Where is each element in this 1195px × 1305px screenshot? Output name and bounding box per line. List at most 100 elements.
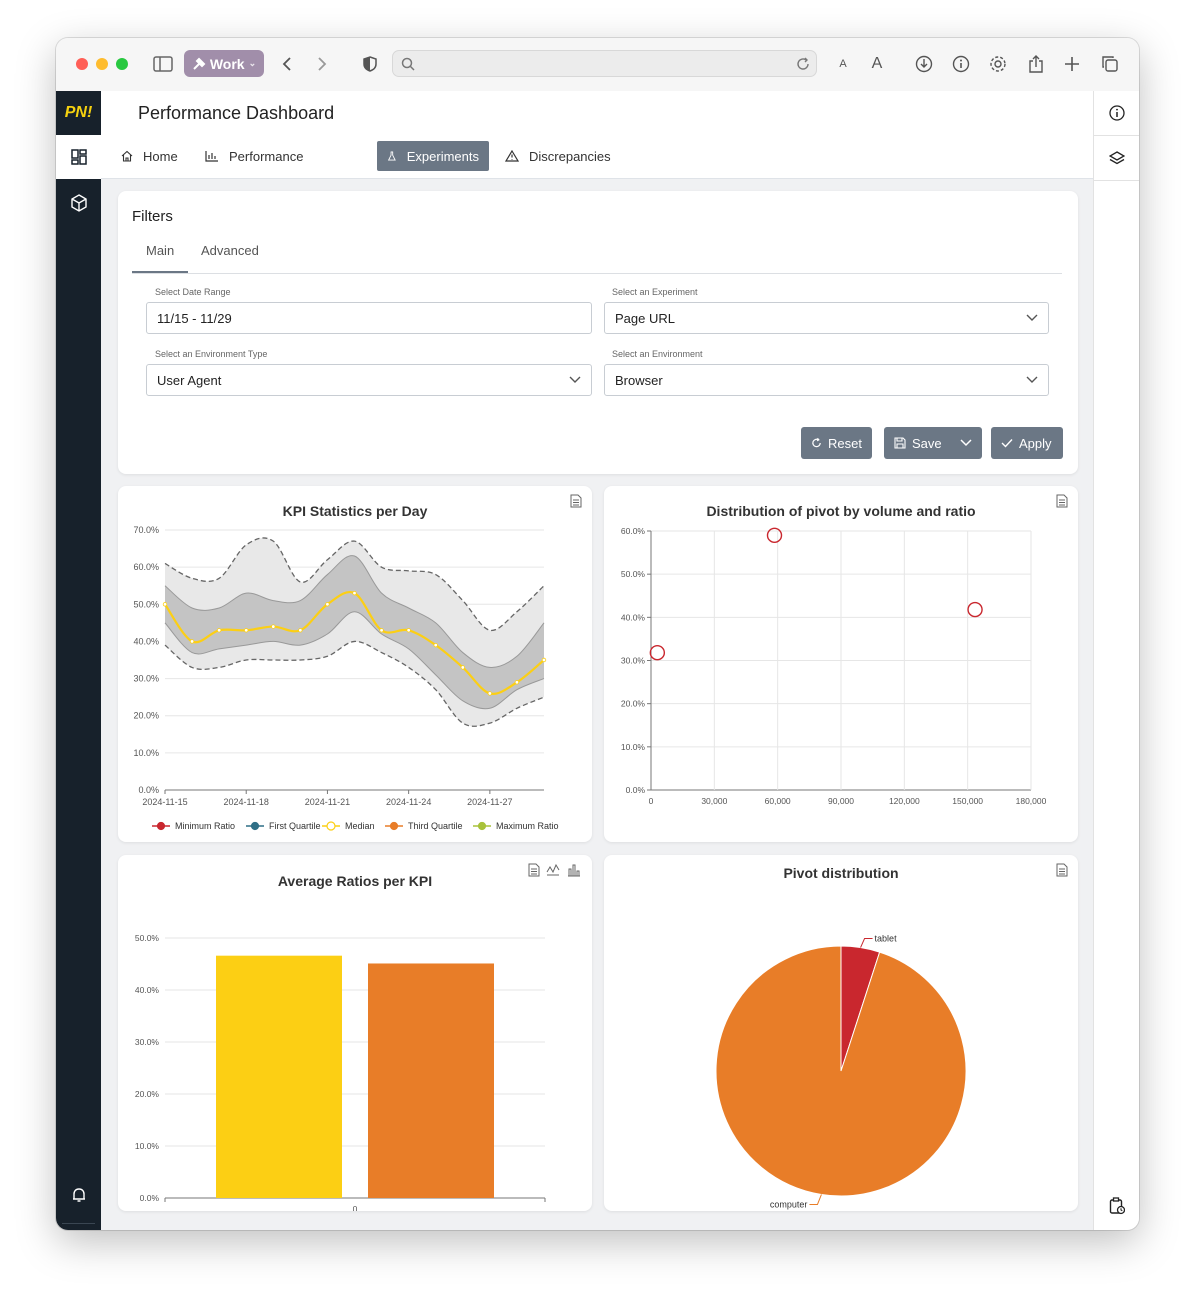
close-window-icon[interactable] bbox=[76, 58, 88, 70]
kpi-median-point bbox=[433, 642, 438, 648]
nav-experiments-label: Experiments bbox=[406, 148, 479, 164]
info-panel-button[interactable] bbox=[1094, 91, 1139, 136]
scatter-ytick-label: 20.0% bbox=[621, 699, 646, 709]
line-chart-switch-icon[interactable] bbox=[546, 863, 560, 877]
warning-icon bbox=[505, 150, 519, 162]
sidebar-item-notifications[interactable] bbox=[56, 1180, 101, 1210]
bar-chart-switch-icon[interactable] bbox=[567, 863, 581, 877]
environment-select[interactable]: Browser bbox=[604, 364, 1049, 396]
kpi-xtick-label: 2024-11-21 bbox=[305, 797, 350, 807]
scatter-ytick-label: 0.0% bbox=[626, 785, 646, 795]
scatter-ytick-label: 30.0% bbox=[621, 656, 646, 666]
save-icon bbox=[894, 437, 906, 449]
chevron-down-icon bbox=[569, 376, 581, 383]
profile-label: Work bbox=[209, 55, 245, 72]
pie-label-computer: computer bbox=[770, 1199, 808, 1209]
sidebar-toggle-icon[interactable] bbox=[151, 52, 175, 76]
scatter-point bbox=[967, 601, 983, 618]
scatter-ytick-label: 60.0% bbox=[621, 526, 646, 536]
bar-chart-title: Average Ratios per KPI bbox=[277, 873, 433, 889]
minimize-window-icon[interactable] bbox=[96, 58, 108, 70]
sidebar-divider bbox=[62, 1223, 95, 1224]
data-view-icon[interactable] bbox=[1055, 494, 1069, 508]
gear-icon[interactable] bbox=[986, 52, 1010, 76]
data-view-icon[interactable] bbox=[527, 863, 541, 877]
nav-experiments[interactable]: Experiments bbox=[377, 141, 489, 171]
nav-home[interactable]: Home bbox=[111, 141, 188, 171]
pie-label-tablet: tablet bbox=[875, 934, 898, 944]
scatter-chart-card: Distribution of pivot by volume and rati… bbox=[604, 486, 1078, 842]
back-icon[interactable] bbox=[275, 52, 299, 76]
info-icon[interactable] bbox=[949, 52, 973, 76]
scatter-xtick-label: 90,000 bbox=[828, 796, 854, 806]
tabs-overview-icon[interactable] bbox=[1098, 52, 1122, 76]
kpi-median-point bbox=[460, 665, 465, 670]
kpi-ytick-label: 70.0% bbox=[133, 525, 159, 535]
nav-performance-label: Performance bbox=[229, 148, 304, 164]
app-header: Performance Dashboard bbox=[101, 91, 1093, 136]
scatter-xtick-label: 120,000 bbox=[889, 796, 920, 806]
sidebar-item-dashboard[interactable] bbox=[56, 135, 101, 179]
kpi-xtick-label: 2024-11-18 bbox=[224, 797, 269, 807]
forward-icon[interactable] bbox=[310, 52, 334, 76]
kpi-series-third-quartile-line bbox=[164, 555, 545, 668]
data-view-icon[interactable] bbox=[1055, 863, 1069, 877]
shield-icon[interactable] bbox=[358, 52, 382, 76]
filters-card: Filters Main Advanced Select Date Range … bbox=[118, 191, 1078, 474]
clipboard-clock-icon[interactable] bbox=[1109, 1197, 1126, 1220]
layers-panel-button[interactable] bbox=[1094, 136, 1139, 181]
experiment-select[interactable]: Page URL bbox=[604, 302, 1049, 334]
new-tab-icon[interactable] bbox=[1060, 52, 1084, 76]
scatter-xtick-label: 0 bbox=[649, 796, 654, 806]
download-icon[interactable] bbox=[912, 52, 936, 76]
scatter-point bbox=[649, 645, 666, 661]
chevron-down-icon bbox=[1026, 314, 1038, 321]
zoom-window-icon[interactable] bbox=[116, 58, 128, 70]
sidebar-item-account[interactable] bbox=[56, 1225, 101, 1230]
pie-label-leader-computer bbox=[809, 1194, 822, 1205]
nav-performance[interactable]: Performance bbox=[195, 141, 313, 171]
scatter-xtick-label: 60,000 bbox=[765, 796, 791, 806]
scatter-point bbox=[766, 527, 783, 544]
scatter-chart-title: Distribution of pivot by volume and rati… bbox=[706, 503, 976, 519]
env-type-select[interactable]: User Agent bbox=[146, 364, 592, 396]
kpi-median-point bbox=[271, 624, 276, 629]
reset-label: Reset bbox=[828, 435, 862, 451]
scatter-xtick-label: 180,000 bbox=[1016, 796, 1047, 806]
chevron-down-icon: ⌄ bbox=[248, 58, 257, 68]
right-panel bbox=[1093, 91, 1139, 1230]
kpi-line-chart: 70.0% 60.0% 50.0% 40.0% 30.0% 20.0% 10.0% 0.0% 2… bbox=[133, 525, 558, 831]
data-view-icon[interactable] bbox=[569, 494, 583, 508]
app-logo[interactable]: PN! bbox=[64, 104, 93, 121]
kpi-ytick-label: 60.0% bbox=[133, 562, 159, 572]
tab-advanced[interactable]: Advanced bbox=[201, 243, 259, 258]
tab-main[interactable]: Main bbox=[146, 243, 175, 258]
kpi-legend-marker bbox=[156, 821, 166, 831]
reload-icon[interactable] bbox=[796, 57, 810, 71]
save-dropdown-toggle[interactable] bbox=[950, 427, 982, 459]
kpi-median-point bbox=[352, 590, 357, 596]
date-range-value: 11/15 - 11/29 bbox=[157, 310, 232, 326]
save-button[interactable]: Save bbox=[884, 427, 982, 459]
reset-button[interactable]: Reset bbox=[801, 427, 872, 459]
nav-discrepancies[interactable]: Discrepancies bbox=[495, 141, 621, 171]
kpi-median-point bbox=[541, 657, 547, 663]
bar-cold-prospect bbox=[216, 955, 342, 1198]
kpi-series-maximum-line bbox=[164, 537, 545, 631]
date-range-label: Select Date Range bbox=[155, 287, 231, 297]
pie-label-leader-tablet bbox=[860, 938, 873, 948]
bar-ytick-label: 10.0% bbox=[135, 1141, 160, 1151]
kpi-median-point bbox=[325, 602, 330, 607]
apply-button[interactable]: Apply bbox=[991, 427, 1063, 459]
experiment-label: Select an Experiment bbox=[612, 287, 698, 297]
sidebar-item-packages[interactable] bbox=[56, 181, 101, 225]
profile-chip[interactable]: Work ⌄ bbox=[184, 50, 264, 77]
text-larger-icon[interactable]: A bbox=[871, 55, 883, 72]
pie-slice-computer bbox=[715, 945, 967, 1197]
reset-icon bbox=[812, 437, 821, 448]
address-bar[interactable] bbox=[392, 50, 817, 77]
bar-xtick-label: 0 bbox=[353, 1204, 358, 1211]
share-icon[interactable] bbox=[1024, 52, 1048, 76]
date-range-input[interactable]: 11/15 - 11/29 bbox=[146, 302, 592, 334]
text-smaller-icon[interactable]: A bbox=[839, 58, 847, 70]
